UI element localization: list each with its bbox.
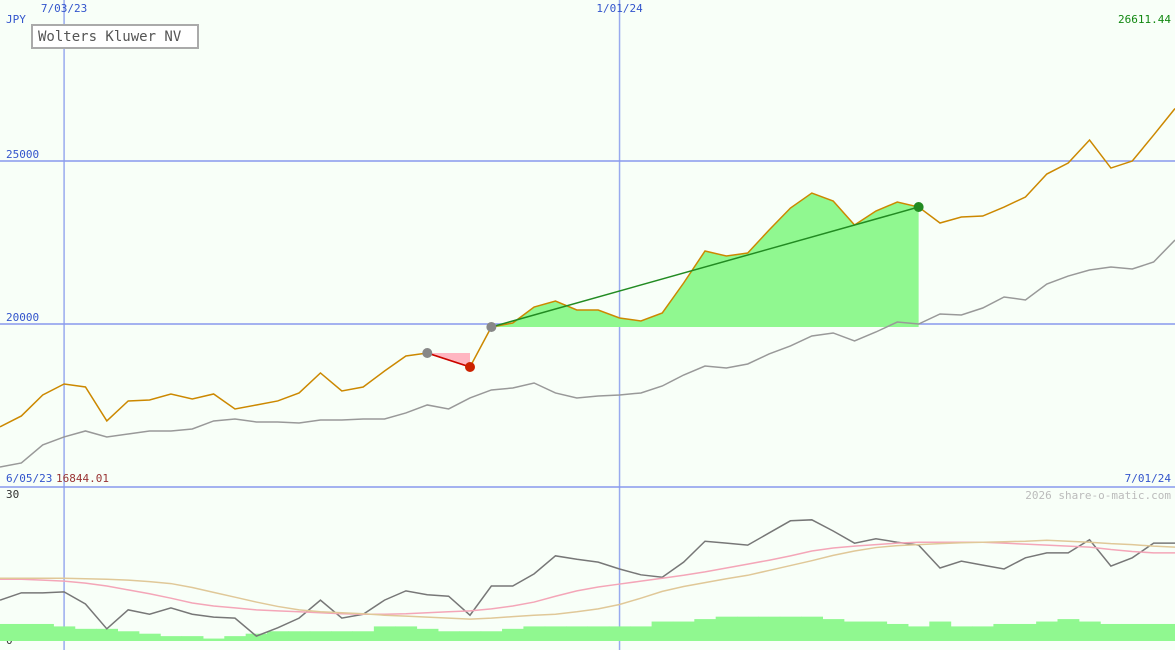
volume-bar <box>758 616 781 641</box>
end-date: 7/01/24 <box>1125 472 1172 485</box>
start-marker <box>422 347 433 358</box>
volume-bar <box>1164 623 1175 641</box>
volume-bar <box>801 616 823 641</box>
volume-bar <box>608 626 631 641</box>
volume-bar <box>395 626 418 641</box>
chart-title: Wolters Kluwer NV <box>38 29 182 45</box>
credit: 2026 share-o-matic.com <box>1025 489 1171 502</box>
volume-bar <box>181 636 204 641</box>
y-tick-label: 30 <box>6 488 19 501</box>
volume-bar <box>10 623 33 641</box>
trend-line <box>427 352 471 368</box>
volume-bar <box>1036 621 1058 641</box>
volume-bar <box>267 631 289 641</box>
volume-bar <box>865 621 888 641</box>
volume-bar <box>373 626 396 641</box>
volume-bar <box>502 628 524 641</box>
volume-bar <box>694 619 717 641</box>
volume-bar <box>779 616 802 641</box>
volume-bar <box>715 616 738 641</box>
volume-bar <box>74 628 97 641</box>
end-marker <box>913 202 924 213</box>
volume-bar <box>822 619 845 641</box>
max-value: 26611.44 <box>1118 13 1171 26</box>
volume-bar <box>523 626 546 641</box>
volume-bar <box>1057 619 1080 641</box>
volume-bar <box>886 623 909 641</box>
series-line <box>0 239 1175 468</box>
volume-bar <box>160 636 183 641</box>
volume-bar <box>993 623 1016 641</box>
volume-bar <box>907 626 930 641</box>
volume-bar <box>245 633 268 641</box>
series-line <box>0 539 1175 620</box>
end-marker <box>465 361 475 372</box>
series-line <box>0 519 1175 637</box>
volume-bar <box>566 626 588 641</box>
highlight-area <box>491 193 919 327</box>
volume-bar <box>202 638 225 641</box>
volume-bar <box>843 621 866 641</box>
volume-bar <box>53 626 76 641</box>
volume-bar <box>0 623 12 641</box>
y-tick-label: 20000 <box>6 311 39 324</box>
start-date: 6/05/23 <box>6 472 52 485</box>
volume-bar <box>544 626 567 641</box>
volume-bar <box>651 621 674 641</box>
series-line <box>0 108 1175 428</box>
volume-bar <box>32 623 54 641</box>
volume-bar <box>117 631 140 641</box>
volume-bar <box>138 633 161 641</box>
volume-bar <box>352 631 375 641</box>
volume-bar <box>972 626 994 641</box>
trend-line <box>491 206 919 328</box>
volume-bar <box>309 631 332 641</box>
highlight-area <box>427 352 470 367</box>
start-marker <box>486 321 497 332</box>
volume-bar <box>96 628 118 641</box>
volume-bar <box>587 626 610 641</box>
volume-bar <box>459 631 482 641</box>
volume-bar <box>1014 623 1037 641</box>
volume-bar <box>1100 623 1123 641</box>
volume-bar <box>1142 623 1165 641</box>
volume-bar <box>950 626 973 641</box>
volume-bar <box>1078 621 1101 641</box>
x-tick-label: 7/03/23 <box>41 2 87 15</box>
volume-bar <box>672 621 695 641</box>
volume-bar <box>480 631 503 641</box>
y-axis-label: JPY <box>6 13 26 26</box>
volume-bar <box>288 631 311 641</box>
volume-bar <box>929 621 952 641</box>
volume-bar <box>224 636 247 641</box>
volume-bar <box>416 628 439 641</box>
volume-bar <box>437 631 460 641</box>
title-box <box>31 24 199 49</box>
volume-bar <box>737 616 759 641</box>
volume-bar <box>1121 623 1144 641</box>
volume-bar <box>630 626 653 641</box>
y-tick-label: 25000 <box>6 148 39 161</box>
x-tick-label: 1/01/24 <box>596 2 643 15</box>
min-value: 16844.01 <box>56 472 109 485</box>
volume-bar <box>331 631 353 641</box>
